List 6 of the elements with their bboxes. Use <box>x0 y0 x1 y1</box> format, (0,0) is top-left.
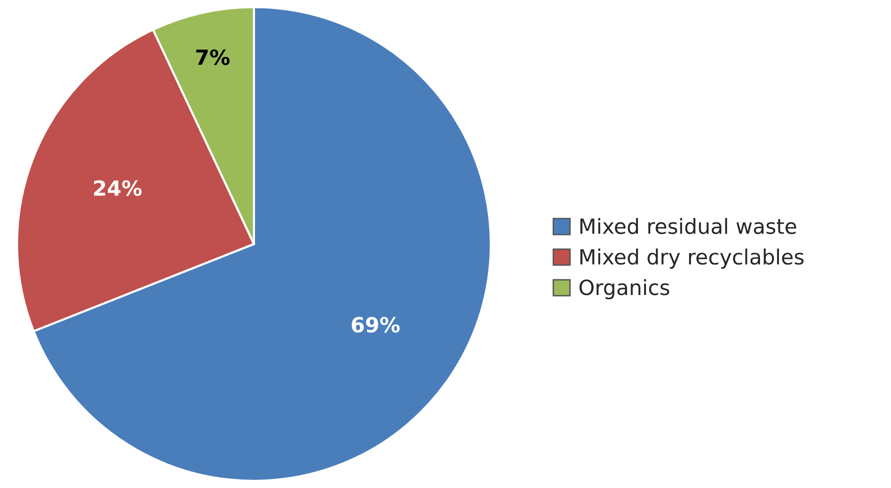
legend-label: Mixed residual waste <box>580 218 796 234</box>
data-label: 69% <box>352 316 400 333</box>
legend-label: Organics <box>580 279 670 300</box>
data-label: 24% <box>94 180 142 196</box>
data-label: 7% <box>196 49 230 66</box>
legend-label: Mixed dry recyclables <box>580 248 804 269</box>
